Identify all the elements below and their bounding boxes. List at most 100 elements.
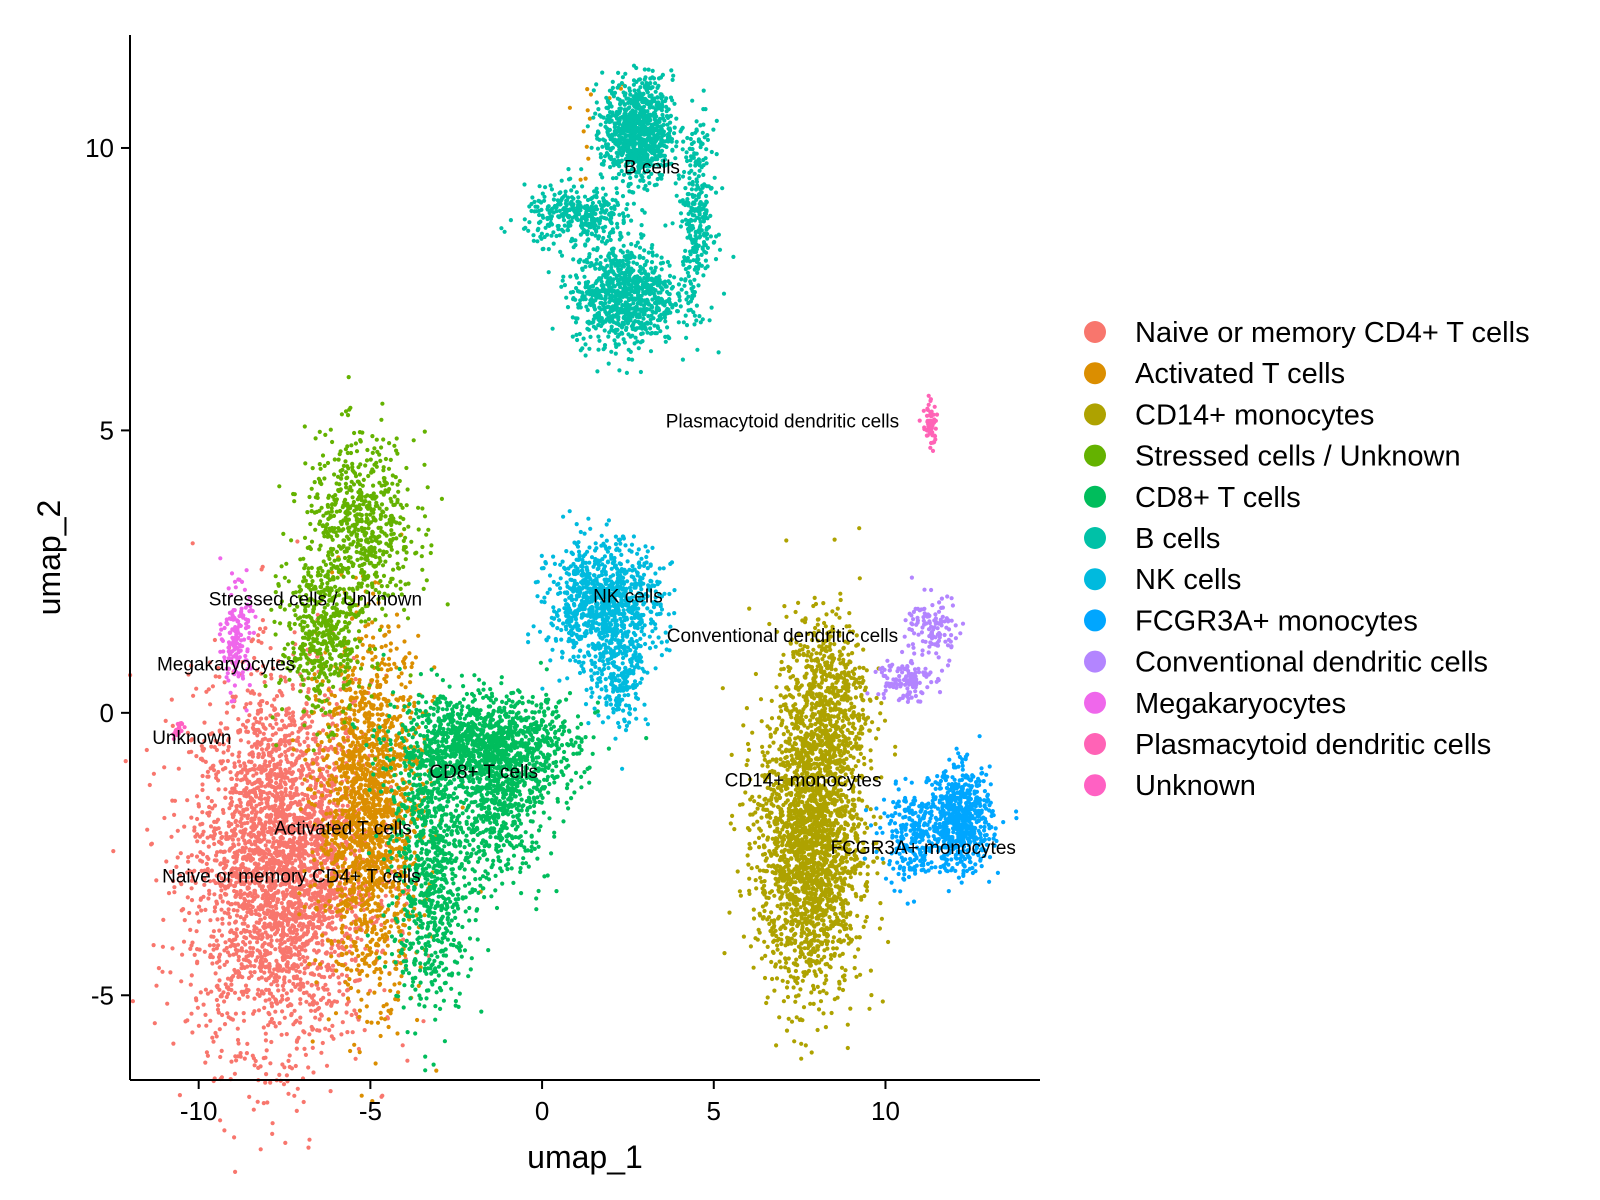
data-point — [285, 860, 290, 865]
data-point — [215, 850, 220, 855]
data-point — [218, 830, 223, 836]
data-point — [284, 997, 289, 1002]
data-point — [347, 926, 352, 931]
data-point — [400, 839, 405, 844]
data-point — [319, 861, 324, 866]
data-point — [247, 940, 252, 945]
data-point — [277, 805, 282, 810]
data-point — [232, 860, 237, 865]
data-point — [365, 857, 370, 862]
data-point — [282, 675, 287, 680]
data-point — [292, 944, 297, 950]
data-point — [236, 759, 242, 764]
data-point — [227, 953, 232, 958]
data-point — [351, 890, 356, 895]
data-point — [238, 1054, 243, 1059]
data-point — [352, 848, 358, 853]
data-point — [362, 720, 367, 725]
data-point — [249, 760, 254, 765]
data-point — [269, 1004, 275, 1009]
data-point — [289, 1066, 295, 1071]
data-point — [357, 677, 362, 683]
data-point — [208, 766, 213, 771]
data-point — [375, 679, 380, 684]
data-point — [322, 693, 327, 698]
data-point — [379, 898, 384, 903]
data-point — [123, 759, 128, 764]
data-point — [323, 982, 328, 987]
data-point — [327, 799, 332, 804]
data-point — [200, 810, 205, 815]
data-point — [267, 997, 272, 1002]
data-point — [240, 722, 246, 727]
data-point — [316, 986, 321, 991]
data-point — [301, 797, 306, 802]
data-point — [233, 947, 238, 953]
data-point — [305, 980, 310, 985]
data-point — [275, 773, 280, 778]
data-point — [286, 969, 291, 974]
data-point — [383, 960, 388, 965]
data-point — [289, 839, 294, 845]
data-point — [337, 945, 342, 951]
data-point — [386, 698, 391, 704]
data-point — [190, 541, 195, 546]
data-point — [304, 924, 309, 929]
data-point — [350, 898, 356, 903]
data-point — [268, 1061, 273, 1066]
data-point — [302, 856, 307, 861]
data-point — [192, 952, 197, 958]
data-point — [227, 915, 232, 920]
data-point — [394, 646, 399, 651]
data-point — [266, 738, 271, 743]
data-point — [320, 1040, 325, 1046]
data-point — [360, 848, 365, 853]
data-point — [252, 1063, 257, 1068]
data-point — [380, 839, 385, 844]
data-point — [278, 942, 283, 947]
data-point — [365, 906, 370, 911]
data-point — [324, 793, 329, 799]
data-point — [194, 929, 199, 934]
data-point — [210, 806, 215, 811]
data-point — [166, 891, 172, 896]
data-point — [382, 633, 387, 638]
data-point — [237, 790, 242, 796]
data-point — [354, 654, 359, 659]
data-point — [308, 787, 313, 792]
data-point — [373, 901, 378, 906]
data-point — [313, 1015, 318, 1020]
data-point — [243, 983, 249, 988]
data-point — [422, 913, 427, 918]
data-point — [412, 700, 417, 705]
data-point — [188, 946, 193, 952]
data-point — [250, 725, 255, 730]
points-layer — [111, 63, 1019, 1174]
data-point — [240, 777, 245, 782]
data-point — [291, 930, 296, 935]
data-point — [361, 691, 367, 696]
data-point — [365, 953, 370, 958]
data-point — [330, 1023, 335, 1028]
data-point — [220, 899, 225, 904]
data-point — [280, 983, 285, 989]
data-point — [263, 759, 268, 764]
data-point — [252, 839, 258, 844]
data-point — [226, 991, 231, 997]
data-point — [376, 801, 382, 807]
data-point — [294, 932, 300, 937]
data-point — [308, 775, 313, 780]
data-point — [346, 935, 351, 940]
data-point — [378, 1010, 383, 1016]
data-point — [207, 660, 212, 665]
data-point — [264, 700, 270, 706]
data-point — [198, 990, 203, 995]
data-point — [295, 1086, 300, 1091]
data-point — [343, 724, 348, 729]
data-point — [353, 904, 358, 909]
data-point — [374, 941, 380, 947]
data-point — [355, 936, 360, 941]
data-point — [260, 564, 265, 569]
data-point — [377, 908, 382, 913]
